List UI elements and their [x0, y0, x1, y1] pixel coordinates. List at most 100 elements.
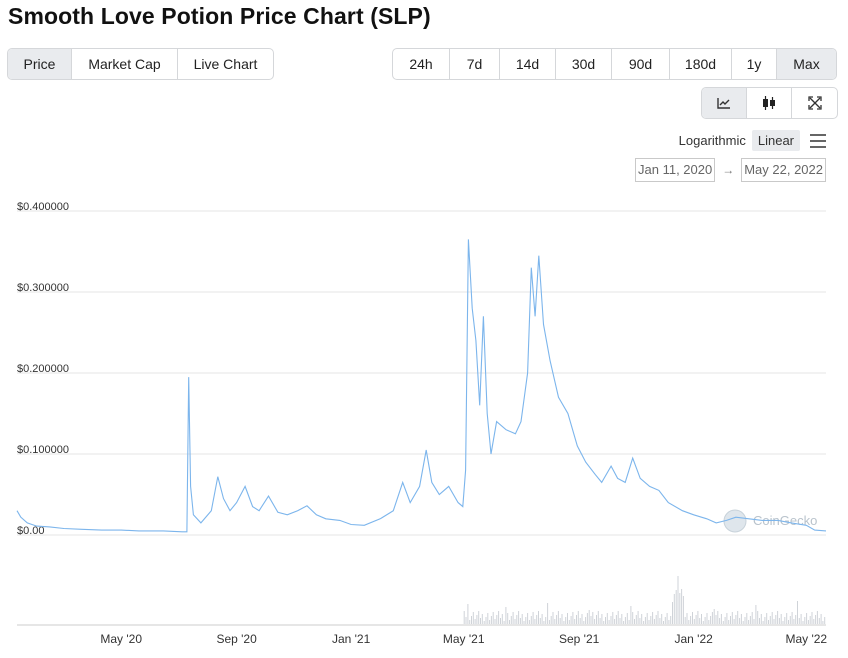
volume-bar — [550, 616, 552, 624]
volume-bar — [532, 612, 534, 624]
volume-bar — [614, 619, 616, 624]
date-from-input[interactable]: Jan 11, 2020 — [635, 158, 716, 182]
fullscreen-icon — [807, 96, 822, 110]
volume-bar — [547, 603, 549, 624]
volume-bar — [467, 604, 469, 624]
volume-bar — [795, 615, 797, 624]
volume-bar — [485, 617, 487, 624]
volume-bar — [592, 612, 594, 624]
scale-linear[interactable]: Linear — [751, 130, 800, 151]
volume-bar — [809, 616, 811, 624]
hamburger-menu-icon[interactable] — [810, 133, 826, 148]
volume-bar — [635, 615, 637, 624]
volume-bar — [523, 621, 525, 624]
line-chart-button[interactable] — [702, 88, 747, 118]
volume-bar — [574, 619, 576, 624]
range-7d[interactable]: 7d — [450, 49, 500, 79]
volume-bar — [601, 614, 603, 624]
volume-bar — [748, 620, 750, 624]
volume-bar — [603, 621, 605, 624]
volume-bar — [581, 614, 583, 624]
volume-bar — [565, 617, 567, 624]
volume-bar — [512, 612, 514, 624]
price-chart[interactable]: $0.00 $0.100000 $0.200000 $0.300000 $0.40000… — [0, 190, 848, 658]
volume-bar — [679, 593, 681, 624]
volume-bar — [507, 613, 509, 624]
range-1y[interactable]: 1y — [732, 49, 777, 79]
range-180d[interactable]: 180d — [670, 49, 732, 79]
x-tick-label: May '20 — [100, 632, 142, 646]
tab-live-chart[interactable]: Live Chart — [193, 56, 258, 72]
scale-logarithmic[interactable]: Logarithmic — [678, 133, 746, 148]
tab-market-cap[interactable]: Market Cap — [72, 49, 178, 79]
volume-bar — [816, 611, 818, 624]
volume-bar — [527, 613, 529, 624]
volume-bar — [599, 618, 601, 624]
volume-bar — [717, 611, 719, 624]
volume-bar — [655, 615, 657, 624]
volume-bar — [572, 612, 574, 624]
volume-bar — [637, 611, 639, 624]
candlestick-button[interactable] — [747, 88, 792, 118]
y-axis: $0.00 $0.100000 $0.200000 $0.300000 $0.40000… — [17, 201, 69, 537]
volume-bar — [684, 617, 686, 624]
volume-bar — [775, 615, 777, 624]
volume-bar — [643, 621, 645, 624]
volume-bar — [813, 619, 815, 624]
volume-bar — [489, 620, 491, 624]
volume-bar — [746, 613, 748, 624]
volume-bar — [681, 589, 683, 624]
volume-bar — [594, 619, 596, 624]
volume-bar — [624, 617, 626, 624]
volume-bar — [528, 620, 530, 624]
volume-bar — [789, 616, 791, 624]
volume-bar — [472, 612, 474, 624]
volume-bar — [702, 621, 704, 624]
volume-bar — [492, 612, 494, 624]
candlestick-icon — [763, 96, 775, 110]
volume-bar — [751, 612, 753, 624]
volume-bar — [719, 618, 721, 624]
date-range: Jan 11, 2020 → May 22, 2022 — [635, 158, 826, 182]
volume-bar — [668, 620, 670, 624]
range-90d[interactable]: 90d — [612, 49, 670, 79]
volume-bar — [773, 619, 775, 624]
volume-bar — [664, 617, 666, 624]
volume-bar — [780, 614, 782, 624]
volume-bar — [518, 611, 520, 624]
tab-price[interactable]: Price — [8, 49, 72, 79]
volume-bar — [670, 616, 672, 624]
date-to-input[interactable]: May 22, 2022 — [741, 158, 826, 182]
volume-bar — [733, 619, 735, 624]
volume-bar — [715, 615, 717, 624]
volume-bar — [711, 612, 713, 624]
volume-bar — [818, 618, 820, 624]
volume-bar — [487, 613, 489, 624]
range-30d[interactable]: 30d — [556, 49, 612, 79]
volume-bar — [739, 618, 741, 624]
volume-bar — [471, 616, 472, 624]
volume-bar — [802, 621, 804, 624]
volume-bar — [552, 612, 554, 624]
y-tick-label: $0.400000 — [17, 201, 69, 213]
volume-bar — [730, 616, 731, 624]
volume-bar — [521, 614, 523, 624]
volume-bar — [536, 615, 538, 624]
range-14d[interactable]: 14d — [500, 49, 556, 79]
date-arrow: → — [722, 163, 735, 177]
volume-bar — [554, 619, 556, 624]
volume-bar — [469, 620, 471, 624]
range-max[interactable]: Max — [777, 49, 836, 79]
x-tick-label: May '22 — [785, 632, 827, 646]
volume-bar — [652, 612, 654, 624]
volume-bar — [612, 612, 614, 624]
x-axis: May '20 Sep '20 Jan '21 May '21 Sep '21 Jan '… — [100, 632, 827, 646]
fullscreen-button[interactable] — [792, 88, 837, 118]
x-tick-label: May '21 — [443, 632, 485, 646]
volume-bar — [617, 611, 619, 624]
volume-bar — [688, 620, 690, 624]
volume-bar — [788, 620, 789, 624]
range-24h[interactable]: 24h — [393, 49, 450, 79]
chart-type-tools — [701, 87, 838, 119]
volume-bar — [793, 619, 795, 624]
